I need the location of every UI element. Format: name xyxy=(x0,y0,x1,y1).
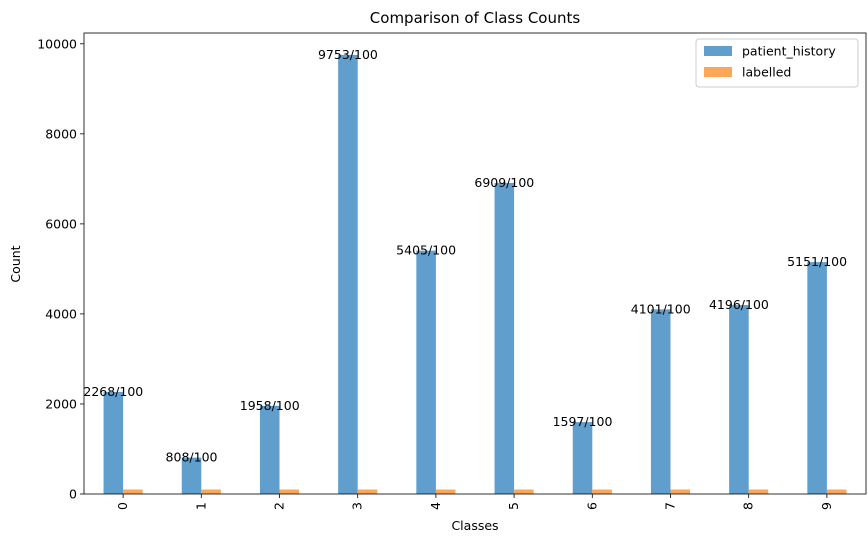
bar-patient_history-4 xyxy=(416,250,436,494)
y-tick-label-2000: 2000 xyxy=(45,396,77,411)
bar-patient_history-6 xyxy=(572,422,593,494)
bar-labelled-1 xyxy=(201,489,221,494)
legend-box xyxy=(695,38,859,88)
x-tick-label-3: 3 xyxy=(350,502,365,510)
x-tick-label-4: 4 xyxy=(428,502,443,510)
y-tick-label-4000: 4000 xyxy=(45,306,77,321)
bar-labelled-8 xyxy=(748,489,769,494)
data-label-9: 5151/100 xyxy=(787,254,847,269)
bar-patient_history-7 xyxy=(650,309,671,494)
bar-labelled-6 xyxy=(592,489,612,494)
legend-swatch-labelled xyxy=(704,67,732,77)
x-tick-label-5: 5 xyxy=(506,502,521,510)
data-label-4: 5405/100 xyxy=(396,243,456,258)
y-tick-label-6000: 6000 xyxy=(45,216,77,231)
bar-patient_history-3 xyxy=(338,54,358,495)
data-label-8: 4196/100 xyxy=(709,297,769,312)
bar-labelled-5 xyxy=(514,489,534,494)
bar-labelled-3 xyxy=(357,489,378,494)
y-tick-label-10000: 10000 xyxy=(37,36,77,51)
x-axis-label: Classes xyxy=(451,518,498,533)
chart-title: Comparison of Class Counts xyxy=(370,9,581,27)
x-tick-label-1: 1 xyxy=(193,502,208,510)
bar-labelled-0 xyxy=(123,489,143,494)
bar-patient_history-8 xyxy=(729,305,749,494)
data-label-3: 9753/100 xyxy=(318,47,378,62)
bar-patient_history-5 xyxy=(494,182,515,494)
data-label-7: 4101/100 xyxy=(631,301,691,316)
bar-patient_history-1 xyxy=(181,457,202,494)
x-tick-label-8: 8 xyxy=(741,502,756,510)
legend-swatch-patient_history xyxy=(704,46,732,56)
legend: patient_history labelled xyxy=(695,38,859,88)
plot-area: 2268/100 0 808/100 1 1958/100 2 9753/100 3 5405/… xyxy=(37,32,867,510)
x-tick-label-6: 6 xyxy=(584,502,599,510)
y-axis-label: Count xyxy=(8,245,23,282)
bar-labelled-7 xyxy=(670,489,691,494)
bar-patient_history-0 xyxy=(103,391,124,494)
x-tick-label-2: 2 xyxy=(272,502,287,510)
data-label-5: 6909/100 xyxy=(474,175,534,190)
bar-patient_history-9 xyxy=(807,262,827,494)
axes-frame xyxy=(83,32,867,495)
bar-labelled-9 xyxy=(826,489,847,494)
x-tick-label-9: 9 xyxy=(819,502,834,510)
bar-labelled-2 xyxy=(279,489,300,494)
data-label-1: 808/100 xyxy=(166,450,218,465)
y-tick-label-0: 0 xyxy=(69,487,77,502)
legend-label-labelled: labelled xyxy=(742,65,791,80)
data-label-2: 1958/100 xyxy=(240,398,300,413)
legend-label-patient_history: patient_history xyxy=(742,44,836,59)
data-label-6: 1597/100 xyxy=(553,414,613,429)
x-tick-label-0: 0 xyxy=(115,502,130,510)
y-tick-label-8000: 8000 xyxy=(45,126,77,141)
bar-labelled-4 xyxy=(435,489,456,494)
x-tick-label-7: 7 xyxy=(663,502,678,510)
data-label-0: 2268/100 xyxy=(83,384,143,399)
bar-patient_history-2 xyxy=(259,405,280,494)
